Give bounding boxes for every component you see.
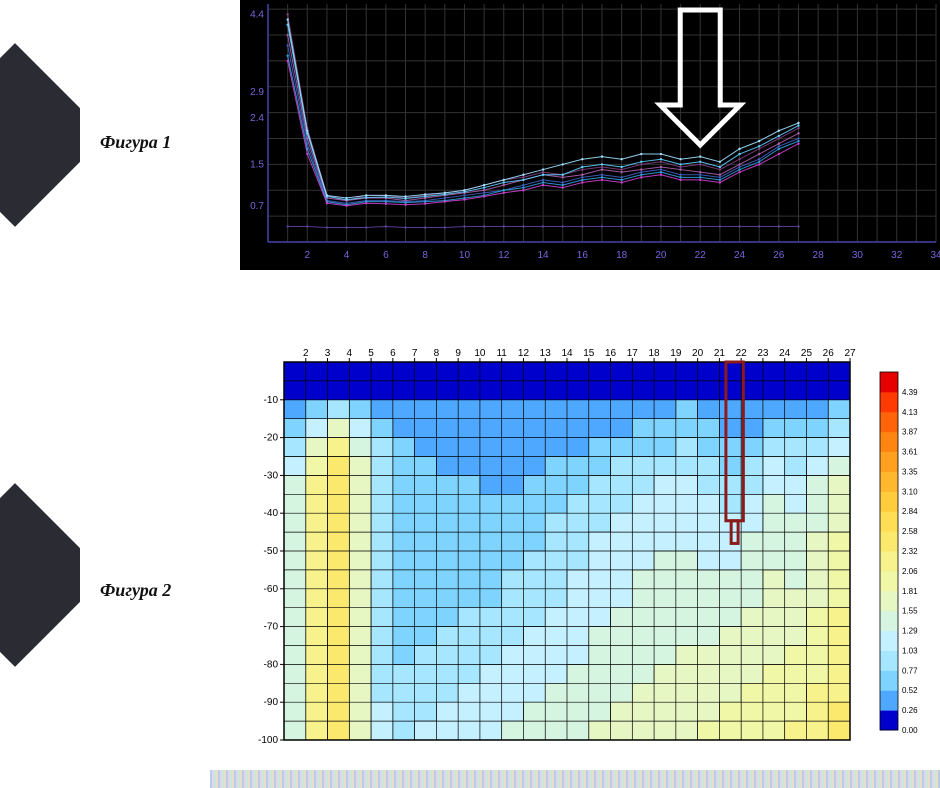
svg-text:22: 22 bbox=[736, 348, 748, 359]
svg-text:15: 15 bbox=[583, 348, 595, 359]
svg-text:4.39: 4.39 bbox=[902, 388, 918, 397]
svg-text:26: 26 bbox=[823, 348, 835, 359]
figure1-label: Фигура 1 bbox=[100, 132, 171, 153]
svg-text:-50: -50 bbox=[264, 546, 279, 557]
svg-text:-10: -10 bbox=[264, 395, 279, 406]
svg-text:2.84: 2.84 bbox=[902, 507, 918, 516]
svg-text:14: 14 bbox=[537, 250, 549, 261]
svg-text:4.4: 4.4 bbox=[250, 9, 264, 20]
svg-text:2: 2 bbox=[305, 250, 311, 261]
svg-text:12: 12 bbox=[518, 348, 530, 359]
svg-text:0.26: 0.26 bbox=[902, 706, 918, 715]
svg-text:4: 4 bbox=[344, 250, 350, 261]
svg-text:26: 26 bbox=[773, 250, 785, 261]
svg-text:17: 17 bbox=[627, 348, 639, 359]
svg-text:23: 23 bbox=[757, 348, 769, 359]
svg-text:0.52: 0.52 bbox=[902, 686, 918, 695]
svg-text:4: 4 bbox=[347, 348, 353, 359]
svg-text:3: 3 bbox=[325, 348, 331, 359]
svg-text:-90: -90 bbox=[264, 697, 279, 708]
svg-text:32: 32 bbox=[891, 250, 903, 261]
svg-text:27: 27 bbox=[844, 348, 856, 359]
svg-text:0.77: 0.77 bbox=[902, 666, 918, 675]
svg-text:16: 16 bbox=[605, 348, 617, 359]
svg-text:2.32: 2.32 bbox=[902, 547, 918, 556]
svg-text:3.35: 3.35 bbox=[902, 467, 918, 476]
svg-text:-100: -100 bbox=[258, 735, 278, 746]
side-marker-2 bbox=[0, 483, 80, 667]
svg-text:6: 6 bbox=[390, 348, 396, 359]
svg-text:-60: -60 bbox=[264, 584, 279, 595]
svg-text:2.58: 2.58 bbox=[902, 527, 918, 536]
svg-text:3.87: 3.87 bbox=[902, 428, 918, 437]
svg-text:19: 19 bbox=[670, 348, 682, 359]
svg-text:8: 8 bbox=[434, 348, 440, 359]
svg-text:1.55: 1.55 bbox=[902, 607, 918, 616]
svg-text:11: 11 bbox=[496, 348, 507, 359]
figure2-chart: 2345678910111213141516171819202122232425… bbox=[240, 340, 940, 750]
svg-text:0.00: 0.00 bbox=[902, 726, 918, 735]
side-marker-1 bbox=[0, 43, 80, 227]
svg-text:2: 2 bbox=[303, 348, 309, 359]
noise-bar bbox=[210, 770, 940, 788]
svg-text:24: 24 bbox=[779, 348, 791, 359]
svg-text:18: 18 bbox=[649, 348, 661, 359]
svg-text:2.06: 2.06 bbox=[902, 567, 918, 576]
svg-text:-30: -30 bbox=[264, 470, 279, 481]
svg-text:1.5: 1.5 bbox=[250, 159, 264, 170]
svg-text:2.9: 2.9 bbox=[250, 87, 264, 98]
svg-text:14: 14 bbox=[561, 348, 573, 359]
svg-text:13: 13 bbox=[540, 348, 552, 359]
svg-text:10: 10 bbox=[474, 348, 486, 359]
svg-text:10: 10 bbox=[459, 250, 471, 261]
figure1-chart: 2468101214161820222426283032340.71.52.42… bbox=[240, 0, 940, 270]
svg-text:9: 9 bbox=[455, 348, 461, 359]
svg-text:24: 24 bbox=[734, 250, 746, 261]
svg-text:-20: -20 bbox=[264, 433, 279, 444]
svg-text:18: 18 bbox=[616, 250, 628, 261]
svg-text:20: 20 bbox=[655, 250, 667, 261]
svg-text:7: 7 bbox=[412, 348, 418, 359]
svg-text:12: 12 bbox=[498, 250, 510, 261]
svg-text:5: 5 bbox=[368, 348, 374, 359]
svg-text:34: 34 bbox=[930, 250, 940, 261]
svg-text:2.4: 2.4 bbox=[250, 113, 264, 124]
side-markers-clip bbox=[0, 0, 80, 788]
svg-text:22: 22 bbox=[695, 250, 707, 261]
svg-text:20: 20 bbox=[692, 348, 704, 359]
svg-text:3.61: 3.61 bbox=[902, 448, 918, 457]
svg-text:1.29: 1.29 bbox=[902, 627, 918, 636]
figure2-label: Фигура 2 bbox=[100, 580, 171, 601]
svg-text:-80: -80 bbox=[264, 659, 279, 670]
svg-text:21: 21 bbox=[714, 348, 726, 359]
svg-text:16: 16 bbox=[577, 250, 589, 261]
svg-text:1.81: 1.81 bbox=[902, 587, 918, 596]
svg-text:25: 25 bbox=[801, 348, 813, 359]
svg-text:1.03: 1.03 bbox=[902, 646, 918, 655]
svg-text:-70: -70 bbox=[264, 622, 279, 633]
svg-text:0.7: 0.7 bbox=[250, 201, 264, 212]
svg-text:6: 6 bbox=[383, 250, 389, 261]
svg-text:-40: -40 bbox=[264, 508, 279, 519]
svg-text:30: 30 bbox=[852, 250, 864, 261]
svg-text:4.13: 4.13 bbox=[902, 408, 918, 417]
svg-text:8: 8 bbox=[422, 250, 428, 261]
svg-text:3.10: 3.10 bbox=[902, 487, 918, 496]
page: Фигура 1 Фигура 2 2468101214161820222426… bbox=[0, 0, 940, 788]
svg-text:28: 28 bbox=[813, 250, 825, 261]
